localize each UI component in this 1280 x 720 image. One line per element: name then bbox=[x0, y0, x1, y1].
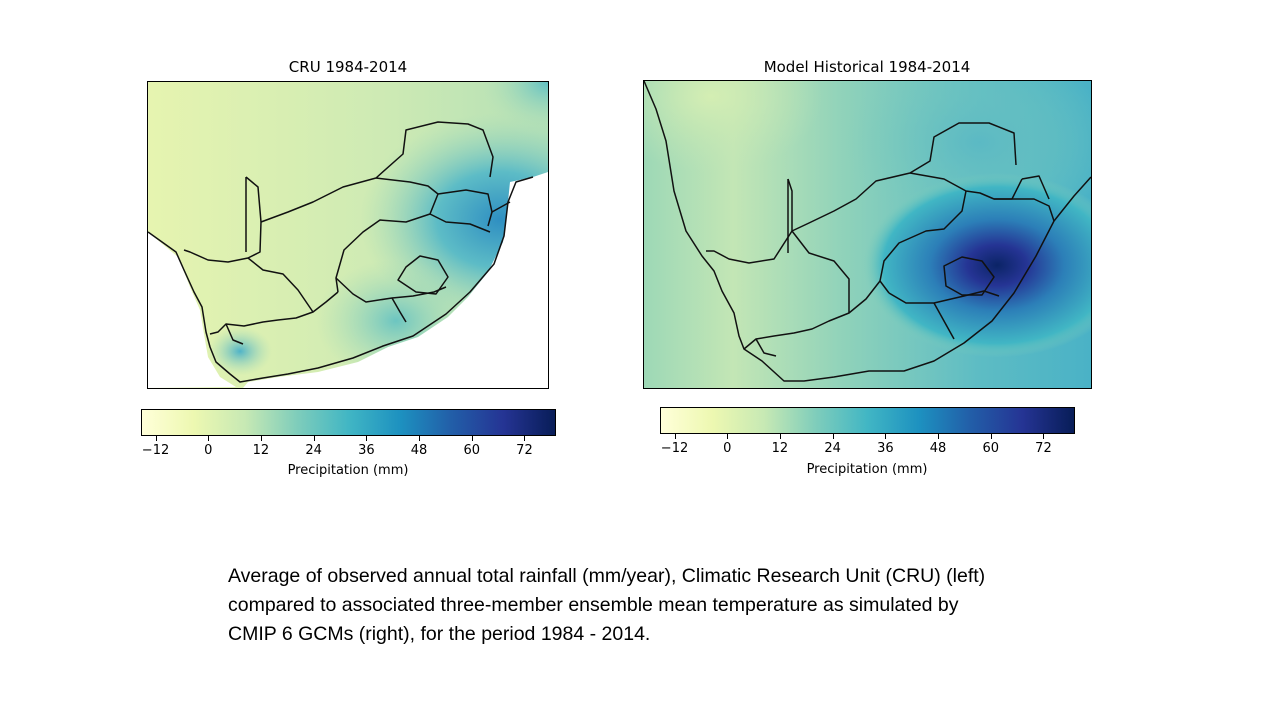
right-colorbar-label: Precipitation (mm) bbox=[806, 462, 928, 477]
right-map-svg bbox=[644, 81, 1091, 388]
colorbar-tick bbox=[885, 434, 887, 439]
colorbar-tick-label: 12 bbox=[771, 441, 789, 456]
left-map bbox=[147, 81, 549, 389]
colorbar-tick-label: 12 bbox=[252, 443, 270, 458]
left-map-svg bbox=[148, 82, 548, 388]
colorbar-tick bbox=[990, 434, 992, 439]
caption-line-2: compared to associated three-member ense… bbox=[228, 594, 959, 616]
colorbar-tick bbox=[727, 434, 729, 439]
colorbar-tick bbox=[471, 436, 473, 441]
colorbar-tick-label: 72 bbox=[1035, 441, 1052, 456]
caption-line-3: CMIP 6 GCMs (right), for the period 1984… bbox=[228, 623, 651, 645]
colorbar-tick-label: 48 bbox=[410, 443, 428, 458]
colorbar-tick bbox=[674, 434, 676, 439]
colorbar-tick bbox=[155, 436, 157, 441]
colorbar-tick-label: 48 bbox=[929, 441, 947, 456]
colorbar-tick-label: 0 bbox=[204, 443, 213, 458]
colorbar-tick-label: 0 bbox=[723, 441, 732, 456]
right-map bbox=[643, 80, 1092, 389]
colorbar-tick bbox=[832, 434, 834, 439]
colorbar-tick bbox=[260, 436, 262, 441]
left-colorbar-ticks: −12 0 12 24 36 48 60 72 bbox=[141, 436, 556, 458]
right-colorbar-ticks: −12 0 12 24 36 48 60 72 bbox=[660, 434, 1075, 456]
colorbar-tick bbox=[208, 436, 210, 441]
left-colorbar bbox=[141, 409, 556, 436]
colorbar-tick-label: 36 bbox=[877, 441, 894, 456]
colorbar-tick-label: 24 bbox=[824, 441, 841, 456]
figure-caption: Average of observed annual total rainfal… bbox=[228, 562, 1108, 649]
left-colorbar-label: Precipitation (mm) bbox=[287, 463, 409, 478]
colorbar-tick-label: 60 bbox=[463, 443, 481, 458]
colorbar-tick-label: 72 bbox=[516, 443, 533, 458]
colorbar-tick bbox=[419, 436, 421, 441]
colorbar-tick bbox=[1043, 434, 1045, 439]
right-colorbar bbox=[660, 407, 1075, 434]
colorbar-tick bbox=[313, 436, 315, 441]
right-panel-title: Model Historical 1984-2014 bbox=[763, 58, 971, 76]
caption-line-1: Average of observed annual total rainfal… bbox=[228, 565, 986, 587]
colorbar-tick-label: −12 bbox=[141, 443, 170, 458]
colorbar-tick bbox=[779, 434, 781, 439]
colorbar-tick-label: 36 bbox=[358, 443, 375, 458]
colorbar-tick bbox=[524, 436, 526, 441]
left-panel-title: CRU 1984-2014 bbox=[288, 58, 408, 76]
colorbar-tick-label: −12 bbox=[660, 441, 689, 456]
colorbar-tick-label: 60 bbox=[982, 441, 1000, 456]
colorbar-tick bbox=[366, 436, 368, 441]
colorbar-tick bbox=[938, 434, 940, 439]
colorbar-tick-label: 24 bbox=[305, 443, 322, 458]
